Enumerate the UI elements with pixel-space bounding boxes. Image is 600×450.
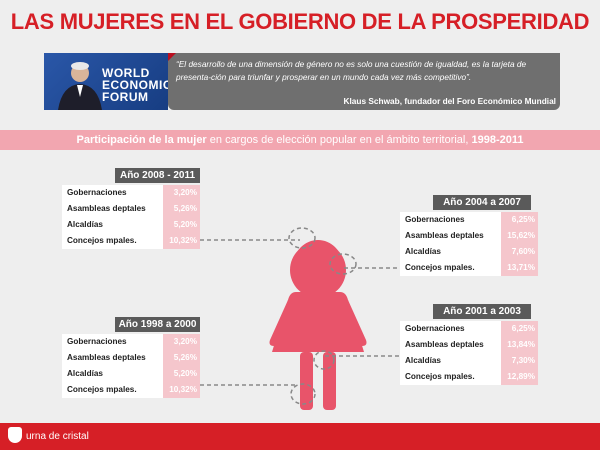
table-1998-2000-header-wrap: Año 1998 a 2000 xyxy=(115,317,200,332)
row-label: Alcaldías xyxy=(405,356,441,365)
row-value: 3,20% xyxy=(163,334,200,350)
row-label: Gobernaciones xyxy=(405,324,465,333)
row-value: 12,89% xyxy=(501,369,538,385)
row-value: 3,20% xyxy=(163,185,200,201)
table-row: Asambleas deptales 13,84% xyxy=(400,337,538,353)
row-value: 7,60% xyxy=(501,244,538,260)
table-row: Gobernaciones 3,20% xyxy=(62,334,200,350)
table-2008-2011: Gobernaciones 3,20% Asambleas deptales 5,2… xyxy=(62,185,200,249)
quote-author: Klaus Schwab, fundador del Foro Económic… xyxy=(343,96,556,106)
ring-2008 xyxy=(288,227,316,249)
row-value: 5,26% xyxy=(163,201,200,217)
dress-icon xyxy=(272,292,364,352)
row-label: Concejos mpales. xyxy=(405,263,475,272)
table-2004-2007-header-wrap: Año 2004 a 2007 xyxy=(433,195,531,210)
row-label: Concejos mpales. xyxy=(67,385,137,394)
quote-corner xyxy=(168,53,176,61)
row-label: Asambleas deptales xyxy=(67,204,146,213)
row-value: 10,32% xyxy=(163,382,200,398)
row-value: 5,26% xyxy=(163,350,200,366)
logo-word-2: ECONOMIC xyxy=(102,78,168,92)
row-label: Concejos mpales. xyxy=(405,372,475,381)
row-value: 7,30% xyxy=(501,353,538,369)
row-value: 10,32% xyxy=(163,233,200,249)
head-icon xyxy=(294,240,342,288)
table-2004-2007: Gobernaciones 6,25% Asambleas deptales 15,… xyxy=(400,212,538,276)
row-label: Alcaldías xyxy=(67,369,103,378)
row-label: Concejos mpales. xyxy=(67,236,137,245)
table-row: Alcaldías 5,20% xyxy=(62,366,200,382)
table-row: Asambleas deptales 5,26% xyxy=(62,350,200,366)
table-2008-2011-header-wrap: Año 2008 - 2011 xyxy=(115,168,200,183)
logo-word-3: FORUM xyxy=(102,90,149,104)
row-label: Asambleas deptales xyxy=(67,353,146,362)
left-leg-icon xyxy=(300,352,313,410)
row-value: 6,25% xyxy=(501,212,538,228)
row-label: Alcaldías xyxy=(405,247,441,256)
section-banner xyxy=(0,130,600,150)
ring-1998 xyxy=(290,383,316,405)
speaker-photo: WORLD ECONOMIC FORUM xyxy=(44,53,168,110)
table-row: Gobernaciones 6,25% xyxy=(400,212,538,228)
table-row: Gobernaciones 3,20% xyxy=(62,185,200,201)
table-row: Alcaldías 7,30% xyxy=(400,353,538,369)
row-label: Asambleas deptales xyxy=(405,340,484,349)
row-value: 15,62% xyxy=(501,228,538,244)
ring-2001 xyxy=(313,350,335,370)
table-2001-2003: Gobernaciones 6,25% Asambleas deptales 13,… xyxy=(400,321,538,385)
table-row: Concejos mpales. 13,71% xyxy=(400,260,538,276)
table-row: Concejos mpales. 10,32% xyxy=(62,382,200,398)
table-row: Concejos mpales. 12,89% xyxy=(400,369,538,385)
table-row: Alcaldías 7,60% xyxy=(400,244,538,260)
table-row: Gobernaciones 6,25% xyxy=(400,321,538,337)
table-1998-2000: Gobernaciones 3,20% Asambleas deptales 5,2… xyxy=(62,334,200,398)
ballot-box-icon xyxy=(8,427,22,443)
table-row: Asambleas deptales 5,26% xyxy=(62,201,200,217)
footer-bar xyxy=(0,423,600,450)
row-value: 13,84% xyxy=(501,337,538,353)
row-label: Gobernaciones xyxy=(67,337,127,346)
page-title: LAS MUJERES EN EL GOBIERNO DE LA PROSPER… xyxy=(10,9,590,34)
table-row: Alcaldías 5,20% xyxy=(62,217,200,233)
table-row: Asambleas deptales 15,62% xyxy=(400,228,538,244)
banner-emphasis: Participación de la mujer xyxy=(76,134,207,146)
footer-brand[interactable]: urna de cristal xyxy=(26,431,89,442)
row-value: 13,71% xyxy=(501,260,538,276)
banner-middle: en cargos de elección popular en el ámbi… xyxy=(206,134,472,146)
row-label: Asambleas deptales xyxy=(405,231,484,240)
ring-2004 xyxy=(329,253,357,275)
logo-word-1: WORLD xyxy=(102,66,150,80)
row-value: 6,25% xyxy=(501,321,538,337)
row-value: 5,20% xyxy=(163,366,200,382)
quote-text: “El desarrollo de una dimensión de géner… xyxy=(176,59,527,82)
right-leg-icon xyxy=(323,352,336,410)
quote-box xyxy=(168,53,560,110)
table-row: Concejos mpales. 10,32% xyxy=(62,233,200,249)
table-2001-2003-title: Año 2001 a 2003 xyxy=(433,304,531,319)
table-2001-2003-header-wrap: Año 2001 a 2003 xyxy=(433,304,531,319)
row-label: Gobernaciones xyxy=(67,188,127,197)
table-2004-2007-title: Año 2004 a 2007 xyxy=(433,195,531,210)
banner-years: 1998-2011 xyxy=(471,134,524,146)
row-label: Gobernaciones xyxy=(405,215,465,224)
row-label: Alcaldías xyxy=(67,220,103,229)
row-value: 5,20% xyxy=(163,217,200,233)
section-banner-text: Participación de la mujer en cargos de e… xyxy=(0,130,600,150)
table-2008-2011-title: Año 2008 - 2011 xyxy=(115,168,200,183)
table-1998-2000-title: Año 1998 a 2000 xyxy=(115,317,200,332)
